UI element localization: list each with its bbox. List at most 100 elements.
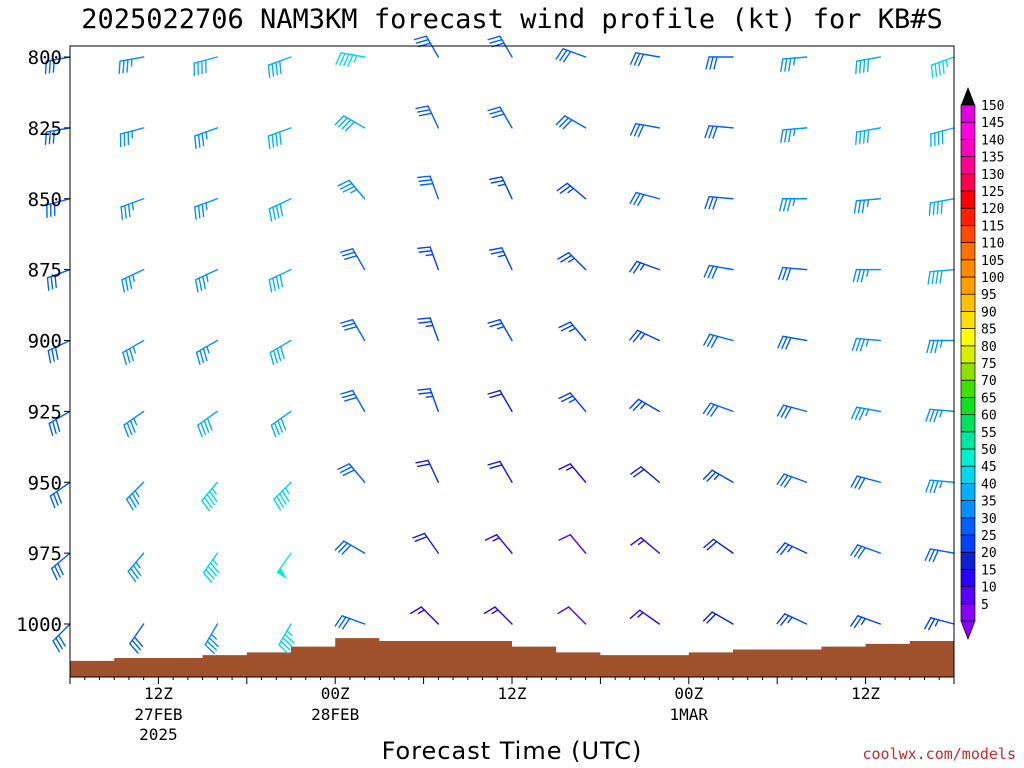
wind-barb: [410, 606, 440, 625]
barb-flag: [857, 199, 862, 214]
barb-flag: [344, 255, 358, 260]
colorbar-segment: [960, 500, 976, 519]
colorbar-segment: [960, 293, 976, 312]
barb-flag: [272, 206, 276, 221]
barb-flag: [206, 640, 217, 651]
barb-flag: [50, 567, 58, 581]
wind-barb: [340, 248, 366, 271]
barb-flag: [415, 459, 429, 464]
colorbar-segment: [960, 190, 976, 209]
barb-half-flag: [286, 630, 293, 637]
barb-flag: [632, 331, 642, 343]
wind-barb: [340, 389, 366, 413]
wind-barb: [487, 319, 513, 342]
barb-flag: [484, 534, 498, 541]
barb-flag: [418, 391, 433, 395]
wind-barb: [557, 606, 587, 625]
barb-flag: [853, 616, 863, 629]
wind-barb: [127, 552, 145, 583]
colorbar-label: 100: [981, 271, 1004, 286]
barb-flag: [418, 179, 433, 182]
wind-barb: [850, 406, 882, 421]
wind-barb: [850, 615, 882, 629]
barb-pennant: [277, 567, 288, 580]
wind-barb: [194, 268, 219, 293]
wind-barb: [703, 538, 734, 554]
wind-barb: [489, 247, 513, 271]
barb-flag: [338, 117, 349, 128]
barb-flag: [268, 279, 273, 293]
barb-flag: [341, 544, 352, 555]
barb-flag: [55, 637, 63, 650]
barb-flag: [629, 191, 637, 205]
colorbar-label: 85: [981, 323, 997, 338]
barb-flag: [637, 193, 645, 207]
barb-flag: [702, 402, 712, 415]
barb-half-flag: [567, 257, 576, 263]
barb-half-flag: [945, 59, 949, 68]
wind-barb: [49, 481, 71, 509]
barb-half-flag: [425, 324, 434, 328]
colorbar-label: 65: [981, 391, 997, 406]
wind-barb: [777, 335, 808, 350]
barb-flag: [278, 492, 287, 505]
colorbar-segment: [960, 139, 976, 157]
colorbar-segment: [960, 569, 976, 587]
barb-flag: [272, 349, 278, 364]
barb-flag: [334, 615, 343, 627]
barb-flag: [342, 393, 356, 399]
barb-half-flag: [566, 466, 574, 471]
barb-flag: [44, 60, 48, 75]
barb-flag: [489, 393, 503, 399]
barb-flag: [939, 269, 943, 284]
barb-flag: [487, 460, 501, 466]
barb-flag: [859, 338, 866, 352]
barb-flag: [203, 496, 213, 509]
barb-flag: [857, 546, 866, 559]
barb-flag: [335, 52, 342, 65]
barb-flag: [418, 112, 433, 117]
wind-barb: [417, 317, 440, 342]
barb-flag: [129, 347, 134, 362]
barb-flag: [413, 35, 428, 41]
x-tick-label: 12Z: [851, 684, 880, 703]
barb-flag: [489, 38, 503, 44]
barb-half-flag: [866, 199, 870, 208]
wind-barb: [703, 333, 734, 348]
barb-shaft: [567, 606, 587, 625]
barb-flag: [633, 123, 641, 137]
barb-half-flag: [939, 339, 943, 348]
wind-barb: [196, 410, 219, 438]
colorbar-label: 115: [981, 219, 1004, 234]
barb-flag: [489, 176, 503, 181]
barb-half-flag: [212, 558, 218, 566]
barb-flag: [52, 640, 61, 653]
barb-flag: [854, 476, 862, 489]
barb-flag: [270, 424, 277, 438]
barb-flag: [855, 60, 858, 75]
barb-flag: [56, 490, 63, 504]
wind-barb: [704, 195, 734, 210]
colorbar-label: 75: [981, 357, 997, 372]
barb-flag: [209, 562, 220, 573]
wind-barb: [776, 542, 808, 555]
wind-barb: [853, 198, 882, 214]
barb-shaft: [569, 534, 587, 554]
y-tick-label: 875: [28, 260, 62, 282]
barb-flag: [201, 132, 205, 147]
colorbar-label: 70: [981, 374, 997, 389]
barb-flag: [930, 339, 935, 354]
wind-barb: [484, 534, 513, 554]
colorbar-segment: [960, 551, 976, 570]
barb-flag: [933, 480, 939, 494]
barb-flag: [858, 407, 866, 421]
barb-flag: [128, 275, 133, 290]
wind-barb: [46, 268, 71, 291]
barb-flag: [267, 135, 271, 150]
colorbar-segment: [960, 104, 976, 123]
barb-flag: [347, 54, 354, 67]
barb-flag: [269, 351, 275, 366]
barb-half-flag: [787, 616, 793, 624]
barb-flag: [124, 204, 127, 219]
